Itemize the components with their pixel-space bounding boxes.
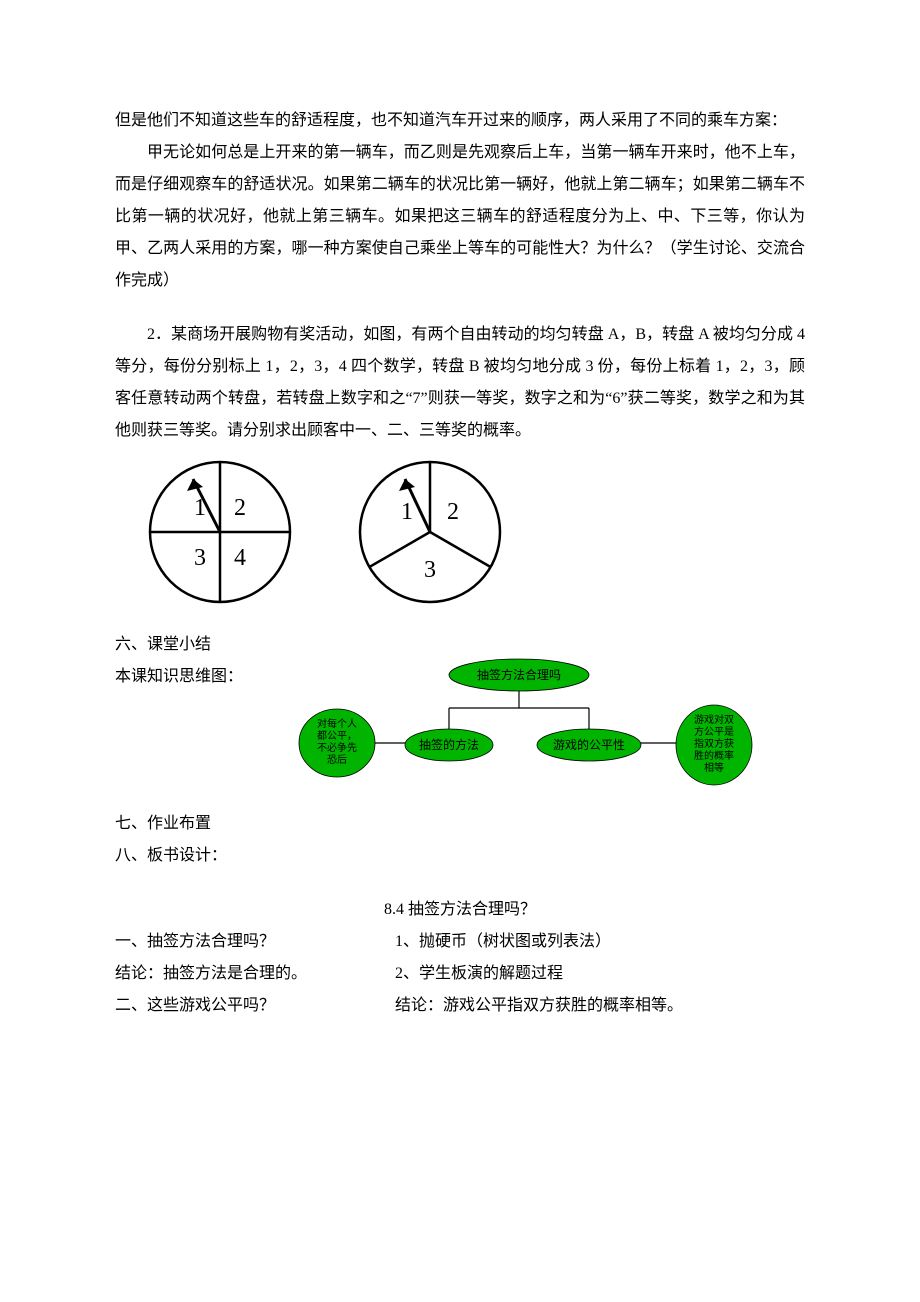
paragraph-2: 甲无论如何总是上开来的第一辆车，而乙则是先观察后上车，当第一辆车开来时，他不上车…: [115, 137, 805, 297]
mindmap-left-2: 都公平，: [317, 730, 357, 742]
spinner-b-label-2: 2: [447, 499, 459, 525]
board-row-1: 一、抽签方法合理吗？ 1、抛硬币（树状图或列表法）: [115, 926, 805, 958]
spinner-b-diagram: 1 2 3: [355, 457, 505, 607]
section-7-heading: 七、作业布置: [115, 808, 805, 840]
mindmap-left-4: 恐后: [327, 754, 347, 766]
mindmap-right-3: 指双方获: [694, 737, 734, 750]
mindmap-diagram: 抽签方法合理吗 抽签的方法 游戏的公平性 对每个人 都公平， 不必争先 恐后 游…: [243, 653, 805, 808]
paragraph-3: 2．某商场开展购物有奖活动，如图，有两个自由转动的均匀转盘 A，B，转盘 A 被…: [115, 319, 805, 447]
mindmap-left-1: 对每个人: [317, 717, 357, 730]
board-r2: 2、学生板演的解题过程: [395, 958, 805, 990]
spinner-a-label-4: 4: [234, 545, 246, 571]
board-l1: 一、抽签方法合理吗？: [115, 926, 395, 958]
mindmap-top: 抽签方法合理吗: [477, 667, 561, 682]
spinner-a-label-3: 3: [194, 545, 206, 571]
board-l2: 结论：抽签方法是合理的。: [115, 958, 395, 990]
spinner-b-label-3: 3: [424, 557, 436, 583]
mindmap-mid1: 抽签的方法: [419, 737, 479, 752]
spinners-container: 1 2 3 4 1 2 3: [145, 457, 805, 607]
board-row-2: 结论：抽签方法是合理的。 2、学生板演的解题过程: [115, 958, 805, 990]
mindmap-right-1: 游戏对双: [694, 713, 734, 726]
board-title: 8.4 抽签方法合理吗？: [115, 894, 805, 926]
paragraph-1: 但是他们不知道这些车的舒适程度，也不知道汽车开过来的顺序，两人采用了不同的乘车方…: [115, 105, 805, 137]
board-row-3: 二、这些游戏公平吗？ 结论：游戏公平指双方获胜的概率相等。: [115, 990, 805, 1022]
board-r3: 结论：游戏公平指双方获胜的概率相等。: [395, 990, 805, 1022]
spinner-a-label-2: 2: [234, 495, 246, 521]
mindmap-label: 本课知识思维图：: [115, 661, 243, 693]
mindmap-left-3: 不必争先: [317, 741, 357, 754]
mindmap-right-4: 胜的概率: [694, 749, 734, 762]
mindmap-mid2: 游戏的公平性: [553, 737, 625, 752]
section-8-heading: 八、板书设计：: [115, 840, 805, 872]
mindmap-right-5: 相等: [704, 761, 724, 774]
board-l3: 二、这些游戏公平吗？: [115, 990, 395, 1022]
spinner-b-label-1: 1: [401, 499, 413, 525]
board-r1: 1、抛硬币（树状图或列表法）: [395, 926, 805, 958]
mindmap-right-2: 方公平是: [694, 725, 734, 738]
spinner-a-diagram: 1 2 3 4: [145, 457, 295, 607]
